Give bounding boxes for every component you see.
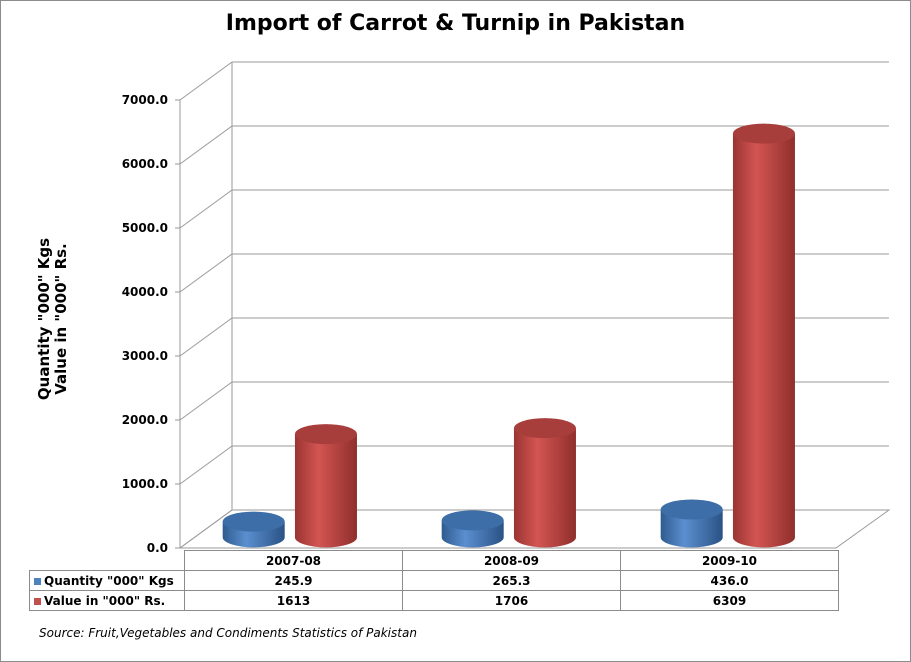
data-label: 1613 [184, 590, 403, 611]
floor-plane [178, 509, 891, 549]
gridline-side [179, 189, 233, 229]
y-tick-label: 7000.0 [122, 93, 168, 107]
data-table-row-value: Value in "000" Rs. 1613 1706 6309 [29, 590, 839, 611]
bar-top [660, 499, 723, 520]
bar [441, 510, 504, 548]
bar-body [732, 133, 795, 548]
legend-entry-quantity: Quantity "000" Kgs [29, 570, 185, 591]
bar [513, 418, 576, 548]
gridline-side [179, 253, 233, 293]
data-label: 6309 [620, 590, 839, 611]
data-table: 2007-08 2008-09 2009-10 Quantity "000" K… [29, 550, 839, 611]
legend-label-value: Value in "000" Rs. [44, 593, 166, 608]
data-label: 436.0 [620, 570, 839, 591]
data-label: 265.3 [402, 570, 621, 591]
bar-body [660, 509, 723, 548]
bar-layer [222, 123, 795, 548]
bar-top [732, 123, 795, 144]
gridline-side [179, 445, 233, 485]
bar-body [294, 434, 357, 548]
bar [660, 499, 723, 548]
bar-top [441, 510, 504, 531]
bar-top [222, 511, 285, 532]
source-note: Source: Fruit,Vegetables and Condiments … [39, 626, 417, 640]
data-label: 245.9 [184, 570, 403, 591]
bar [222, 511, 285, 548]
y-tick-label: 2000.0 [122, 413, 168, 427]
legend-swatch-quantity [34, 577, 41, 585]
bar-top [294, 424, 357, 445]
bar [294, 424, 357, 548]
gridline-side [179, 381, 233, 421]
y-tick-labels: 0.01000.02000.03000.04000.05000.06000.07… [122, 93, 168, 555]
bar-top [513, 418, 576, 439]
data-table-row-quantity: Quantity "000" Kgs 245.9 265.3 436.0 [29, 570, 839, 591]
data-table-corner [29, 550, 185, 571]
data-table-header-row: 2007-08 2008-09 2009-10 [29, 550, 839, 571]
legend-entry-value: Value in "000" Rs. [29, 590, 185, 611]
gridline-side [179, 125, 233, 165]
chart-title: Import of Carrot & Turnip in Pakistan [225, 11, 686, 36]
gridline-side [179, 61, 233, 101]
bar [732, 123, 795, 548]
bar-body [513, 428, 576, 548]
y-tick-label: 1000.0 [122, 477, 168, 491]
legend-label-quantity: Quantity "000" Kgs [44, 573, 174, 588]
gridline-side [179, 317, 233, 357]
category-label: 2008-09 [402, 550, 621, 571]
data-label: 1706 [402, 590, 621, 611]
category-label: 2007-08 [184, 550, 403, 571]
y-tick-label: 3000.0 [122, 349, 168, 363]
legend-swatch-value [34, 597, 41, 605]
category-label: 2009-10 [620, 550, 839, 571]
y-tick-label: 4000.0 [122, 285, 168, 299]
y-tick-label: 5000.0 [122, 221, 168, 235]
y-tick-label: 6000.0 [122, 157, 168, 171]
